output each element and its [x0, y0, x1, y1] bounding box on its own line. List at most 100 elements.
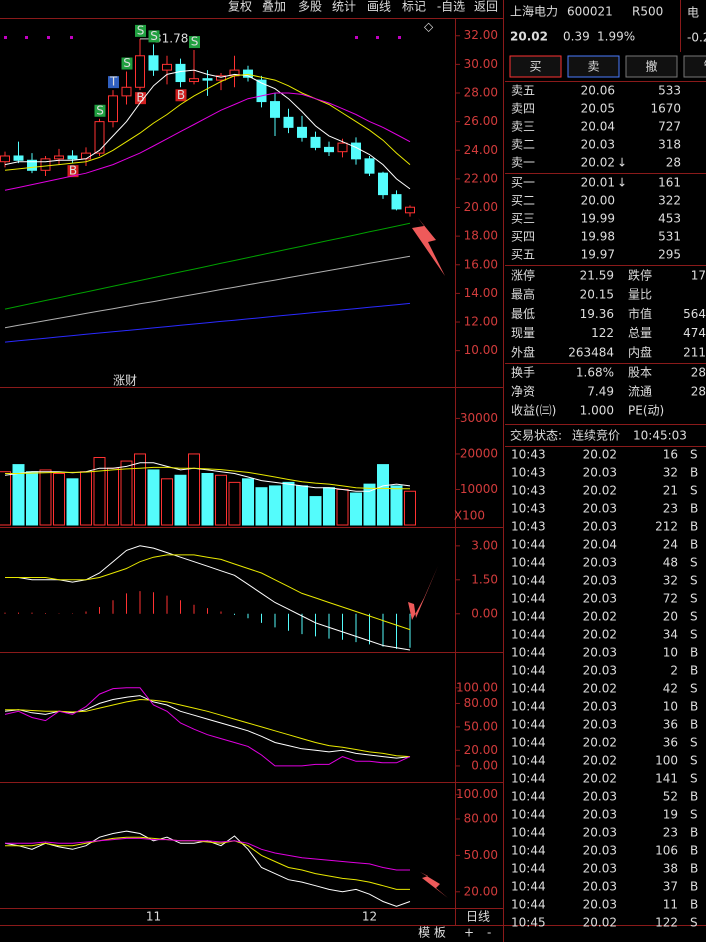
trade-price: 20.03 [583, 592, 617, 606]
volume-bar [39, 469, 52, 526]
stat-label: 现量 [511, 326, 535, 340]
trade-time: 10:43 [511, 520, 546, 534]
price: 20.02 [510, 30, 548, 44]
trade-side: S [690, 610, 698, 624]
trade-price: 20.02 [583, 610, 617, 624]
candle-body [162, 63, 172, 71]
trade-side: S [690, 772, 698, 786]
indicator-line [4, 69, 411, 190]
trade-price: 20.03 [583, 844, 617, 858]
stat-value: 20.15 [580, 288, 614, 302]
template-label[interactable]: 模 板 [418, 926, 446, 940]
indicator-line [5, 836, 410, 890]
book-price: 20.02 [581, 156, 615, 170]
toolbar-button[interactable]: 复权 [228, 0, 252, 14]
trade-button-label[interactable]: 撤 [645, 59, 657, 74]
trade-price: 20.03 [583, 898, 617, 912]
trade-time: 10:43 [511, 466, 546, 480]
volume-bar [0, 471, 11, 526]
toolbar-button[interactable]: 标记 [402, 0, 426, 14]
y-tick-label: 30000 [460, 411, 498, 425]
volume-bar [134, 453, 146, 526]
trade-side: B [690, 502, 698, 516]
indicator-line [5, 466, 410, 490]
period-label[interactable]: 日线 [466, 910, 490, 924]
indicator-line [4, 222, 411, 310]
volume-bar [53, 472, 65, 526]
trade-button[interactable] [509, 55, 562, 78]
stat-label: 市值 [628, 306, 652, 321]
zoom-in[interactable]: + [464, 926, 474, 940]
candle-body [310, 136, 321, 148]
y-tick-label: 0.00 [471, 758, 498, 772]
volume-bar [147, 469, 160, 526]
trade-button-label[interactable]: 卖 [587, 60, 599, 74]
toolbar-button[interactable]: 画线 [367, 0, 391, 14]
trade-volume: 32 [663, 574, 678, 588]
candle-body [243, 69, 253, 78]
trade-button-label[interactable]: 买 [529, 60, 541, 74]
candle-body [324, 146, 334, 153]
status-label: 交易状态: [510, 428, 562, 443]
candle-body [94, 121, 105, 154]
y-tick-label: 100.00 [456, 787, 498, 801]
trade-volume: 21 [663, 484, 678, 498]
y-tick-label: 10000 [460, 482, 498, 496]
signal-box [94, 104, 106, 117]
indicator-line [4, 695, 411, 759]
toolbar-button[interactable]: 统计 [332, 0, 356, 14]
volume-bar [26, 471, 38, 526]
toolbar-button[interactable]: 返回 [474, 0, 498, 14]
stat-label: 最低 [511, 307, 535, 321]
stat-label: PE(动) [628, 404, 664, 418]
indicator-line [5, 554, 411, 631]
trade-time: 10:44 [511, 790, 546, 804]
status-time: 10:45:03 [633, 429, 687, 443]
trade-time: 10:43 [511, 484, 546, 498]
signal-label: S [191, 35, 199, 49]
signal-label: S [137, 23, 145, 37]
toolbar-button[interactable]: 叠加 [262, 0, 286, 14]
stat-value: 1.68% [576, 366, 614, 380]
book-label: 买五 [511, 248, 535, 262]
stock-tag: R500 [632, 5, 663, 19]
book-volume: 295 [658, 248, 681, 262]
trade-price: 20.03 [583, 502, 617, 516]
trade-button[interactable] [683, 55, 706, 78]
book-price: 20.01 [581, 176, 615, 190]
trade-volume: 23 [663, 826, 678, 840]
indicator-line [5, 698, 411, 758]
candle-body [391, 194, 402, 210]
y-tick-label: 28.00 [464, 86, 498, 100]
book-volume: 533 [658, 84, 681, 98]
trade-price: 20.03 [583, 466, 617, 480]
volume-bar [174, 474, 187, 526]
candle-body [283, 116, 294, 128]
toolbar-button[interactable]: -自选 [437, 0, 465, 14]
trade-volume: 2 [670, 664, 678, 678]
trade-time: 10:45 [511, 916, 546, 930]
trade-button[interactable] [567, 55, 620, 78]
settings-icon[interactable]: ◇ [424, 20, 434, 34]
toolbar-button[interactable]: 多股 [298, 0, 322, 14]
arrows [408, 218, 448, 898]
y-tick-label: 26.00 [464, 114, 498, 128]
candle-body [135, 55, 145, 88]
candle-body [121, 86, 132, 97]
stat-label: 外盘 [511, 344, 535, 359]
trade-button-label[interactable]: 管 [703, 59, 706, 74]
y-tick-label: 30.00 [464, 57, 498, 71]
trade-button[interactable] [625, 55, 678, 78]
book-price: 20.03 [581, 138, 615, 152]
book-label: 买二 [511, 194, 535, 208]
y-tick-label: 20.00 [464, 884, 498, 898]
y-tick-label: 14.00 [464, 286, 498, 300]
zoom-out[interactable]: - [487, 926, 491, 940]
trade-price: 20.03 [583, 880, 617, 894]
stat-value: 28 [691, 385, 706, 399]
candle-body [337, 142, 348, 153]
trade-price: 20.03 [583, 646, 617, 660]
trade-time: 10:44 [511, 592, 546, 606]
trade-time: 10:44 [511, 808, 546, 822]
